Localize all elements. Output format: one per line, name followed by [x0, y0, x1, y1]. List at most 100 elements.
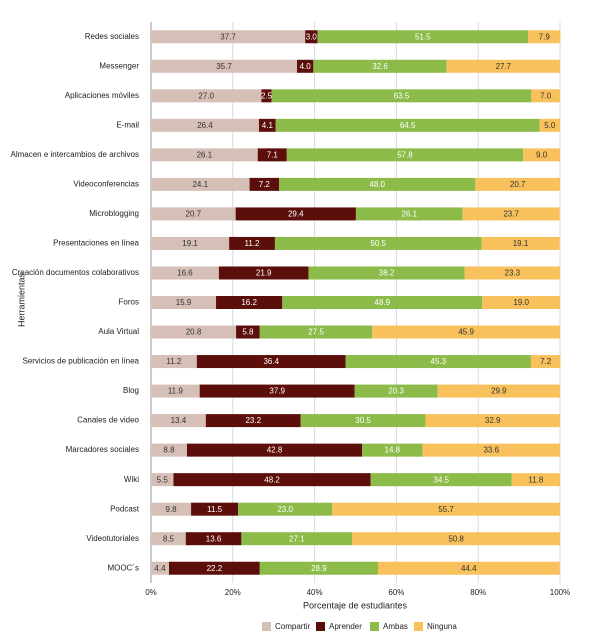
bar-segment	[236, 325, 260, 339]
bar-segment	[377, 561, 560, 575]
y-tick-label: Redes sociales	[85, 32, 139, 41]
value-label: 37.7	[220, 32, 236, 41]
bar-segment	[437, 384, 560, 398]
bar-segment	[530, 355, 561, 369]
value-label: 4.1	[262, 121, 274, 130]
value-label: 26.1	[401, 210, 417, 219]
value-label: 23.0	[277, 505, 293, 514]
value-label: 7.0	[540, 91, 552, 100]
bar-segment	[286, 148, 524, 162]
value-label: 9.8	[165, 505, 177, 514]
value-label: 20.7	[186, 210, 202, 219]
bar-segment	[151, 532, 186, 546]
value-label: 19.1	[182, 239, 198, 248]
bar-segment	[257, 148, 287, 162]
value-label: 13.6	[206, 534, 222, 543]
bar-segment	[528, 30, 561, 44]
bar-segment	[151, 443, 187, 457]
bar-segment	[300, 414, 426, 428]
bar-segment	[362, 443, 423, 457]
value-label: 23.7	[503, 210, 519, 219]
legend-swatch	[262, 622, 271, 631]
value-label: 13.4	[171, 416, 187, 425]
value-label: 4.4	[154, 564, 166, 573]
y-tick-label: Creación documentos colaborativos	[12, 268, 139, 277]
value-label: 51.5	[415, 32, 431, 41]
bar-segment	[482, 296, 560, 309]
bar-segment	[151, 355, 197, 369]
bar-segment	[191, 502, 239, 516]
bar-segment	[259, 325, 373, 339]
bar-segment	[354, 384, 438, 398]
value-label: 24.1	[192, 180, 208, 189]
bar-segment	[235, 207, 356, 221]
value-label: 20.8	[186, 328, 202, 337]
y-axis-title: Herramientas	[16, 272, 26, 327]
bar-segment	[261, 89, 272, 103]
value-label: 23.2	[245, 416, 261, 425]
bar-segment	[241, 532, 353, 546]
bar-segment	[305, 30, 318, 44]
bar-segment	[539, 118, 560, 132]
value-label: 42.8	[267, 446, 283, 455]
y-tick-label: Wiki	[124, 475, 139, 484]
value-label: 8.8	[163, 446, 175, 455]
y-tick-label: MOOC´s	[107, 563, 139, 572]
bar-segment	[271, 89, 532, 103]
bar-segment	[446, 59, 560, 73]
value-label: 32.9	[485, 416, 501, 425]
legend-swatch	[414, 622, 423, 631]
value-label: 27.1	[289, 534, 305, 543]
value-label: 64.5	[400, 121, 416, 130]
value-label: 11.9	[168, 387, 184, 396]
legend-label: Aprender	[329, 622, 362, 631]
value-label: 14.8	[385, 446, 401, 455]
bar-segment	[151, 236, 230, 250]
bar-segment	[317, 30, 529, 44]
bar-segment	[464, 266, 560, 280]
y-tick-label: Messenger	[99, 61, 139, 70]
value-label: 57.8	[397, 150, 413, 159]
value-label: 8.5	[163, 534, 175, 543]
legend-label: Ambas	[383, 622, 408, 631]
bar-segment	[308, 266, 465, 280]
value-label: 16.2	[241, 298, 257, 307]
value-label: 21.9	[256, 269, 272, 278]
value-label: 45.9	[458, 328, 474, 337]
value-label: 29.9	[491, 387, 507, 396]
value-label: 27.7	[496, 62, 512, 71]
bar-segment	[151, 266, 219, 280]
x-tick-label: 20%	[225, 588, 241, 597]
value-label: 27.0	[198, 91, 214, 100]
bar-segment	[151, 89, 262, 103]
value-label: 48.9	[375, 298, 391, 307]
value-label: 16.6	[177, 269, 193, 278]
bar-segment	[173, 473, 371, 487]
value-label: 20.3	[388, 387, 404, 396]
bar-segment	[531, 89, 560, 103]
bar-segment	[196, 355, 346, 369]
value-label: 33.6	[483, 446, 499, 455]
y-tick-label: Podcast	[110, 504, 140, 513]
value-label: 44.4	[461, 564, 477, 573]
x-tick-label: 40%	[307, 588, 323, 597]
y-tick-label: Aula Virtual	[98, 327, 139, 336]
value-label: 22.2	[207, 564, 223, 573]
value-label: 7.2	[259, 180, 271, 189]
bar-segment	[259, 561, 378, 575]
legend-swatch	[316, 622, 325, 631]
bar-segment	[151, 502, 192, 516]
value-label: 38.2	[379, 269, 395, 278]
y-tick-label: Microblogging	[89, 209, 139, 218]
x-tick-label: 100%	[550, 588, 570, 597]
bar-segment	[151, 384, 200, 398]
value-label: 36.4	[263, 357, 279, 366]
x-tick-label: 0%	[145, 588, 157, 597]
bar-segment	[216, 296, 283, 309]
value-label: 5.5	[157, 475, 169, 484]
bar-segment	[332, 502, 560, 516]
value-label: 11.2	[166, 357, 182, 366]
y-tick-label: Almacen e intercambios de archivos	[10, 150, 139, 159]
value-label: 19.0	[513, 298, 529, 307]
bar-segment	[370, 473, 512, 487]
